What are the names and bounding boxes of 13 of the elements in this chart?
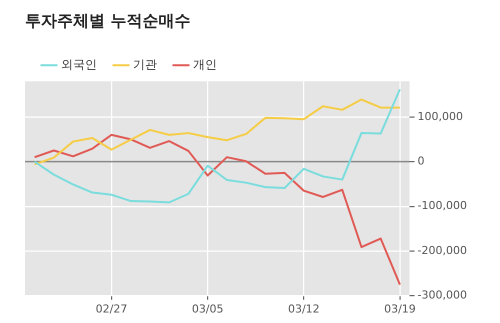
y-tick-label: -300,000 bbox=[418, 288, 468, 302]
legend-label: 외국인 bbox=[61, 57, 97, 72]
y-tick-label: -100,000 bbox=[418, 199, 468, 212]
x-tick-label: 02/27 bbox=[96, 302, 128, 316]
x-tick-label: 03/12 bbox=[288, 302, 320, 316]
x-tick-label: 03/05 bbox=[192, 302, 224, 316]
x-tick-label: 03/19 bbox=[384, 302, 416, 316]
y-tick-label: 0 bbox=[418, 154, 425, 168]
y-tick-label: -200,000 bbox=[418, 244, 468, 257]
chart-title: 투자주체별 누적순매수 bbox=[25, 10, 191, 30]
legend-label: 기관 bbox=[133, 57, 157, 72]
y-tick-label: 100,000 bbox=[418, 110, 464, 123]
legend-label: 개인 bbox=[193, 57, 217, 72]
